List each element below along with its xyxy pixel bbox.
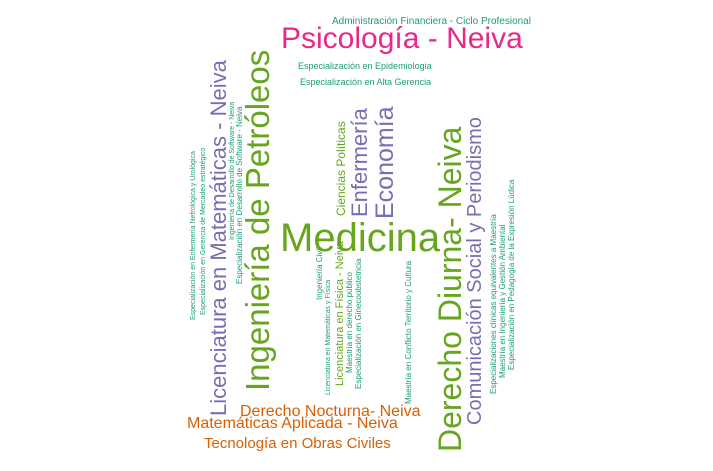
word-maestria-derecho-publico: Maestría en derecho público [345,272,354,373]
word-ciencias-politicas: Ciencias Políticas [334,121,348,216]
word-tecnologia-obras-civiles: Tecnología en Obras Civiles [204,435,391,452]
word-administracion-financiera: Administración Financiera - Ciclo Profes… [332,16,531,27]
word-esp-alta-gerencia: Especialización en Alta Gerencia [300,77,432,87]
word-maestria-conflicto: Maestría en Conflicto Territorio y Cultu… [404,260,413,404]
word-derecho-nocturna-neiva: Derecho Nocturna- Neiva [240,403,421,420]
word-lic-matematicas-fisica: Licenciatura en Matemáticas y Física [325,279,332,395]
word-esp-clinicas-maestria: Especializaciones clínicas equivalentes … [489,214,498,394]
word-esp-desarrollo-software: Especialización en Desarrollo de Softwar… [235,106,244,284]
word-psicologia-neiva: Psicología - Neiva [281,22,523,55]
word-comunicacion-social: Comunicación Social y Periodismo [464,117,486,425]
word-esp-enfermeria-nefrologica: Especialización en Enfermería Nefrológic… [190,151,197,320]
word-esp-gerencia-mercadeo: Especialización en Gerencia de Mercadeo … [200,147,207,315]
word-ing-desarrollo-software: Ingeniería de Desarrollo de Software - N… [229,101,236,240]
word-esp-ginecoobstetricia: Especialización en Ginecoobstetricia [354,258,363,389]
word-economia: Economía [371,106,399,219]
word-esp-pedagogia-ludica: Especialización en Pedagogía de la Expre… [507,179,516,370]
word-medicina: Medicina [280,216,441,260]
word-ingenieria-petroleos: Ingeniería de Petróleos [239,49,276,391]
word-esp-epidemiologia: Especialización en Epidemiologia [298,61,432,71]
word-enfermeria: Enfermería [347,108,372,217]
word-lic-matematicas-neiva: Licenciatura en Matemáticas - Neiva [206,60,231,416]
word-derecho-diurna-neiva: Derecho Diurna- Neiva [432,126,468,452]
word-maestria-ingenieria-ambiental: Maestría en Ingeniería y Gestión Ambient… [498,224,507,378]
word-matematicas-aplicada-neiva: Matemáticas Aplicada - Neiva [187,415,398,432]
